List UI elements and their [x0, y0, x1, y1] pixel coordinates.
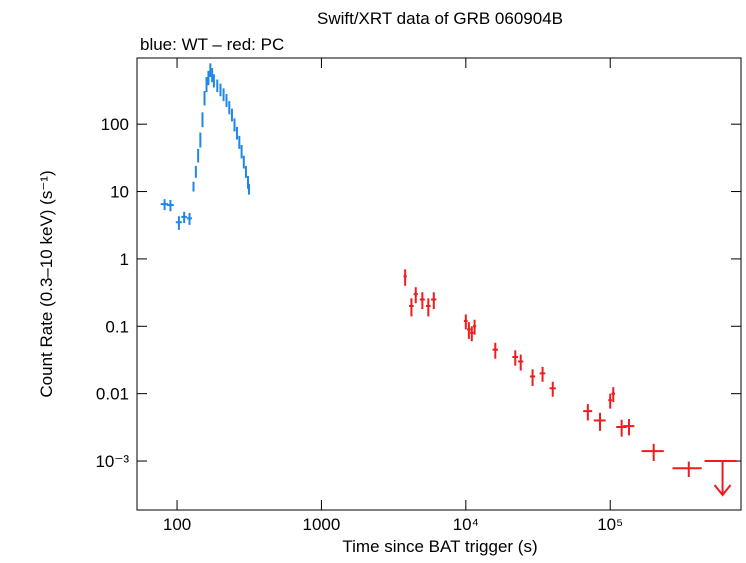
- y-tick-label: 10⁻³: [95, 452, 129, 471]
- x-tick-label: 10⁴: [453, 515, 479, 534]
- plot-frame: [136, 57, 742, 511]
- x-tick-label: 100: [163, 515, 191, 534]
- y-tick-label: 10: [110, 183, 129, 202]
- y-tick-label: 0.01: [96, 385, 129, 404]
- y-tick-label: 1: [120, 250, 129, 269]
- y-tick-label: 0.1: [105, 317, 129, 336]
- y-tick-label: 100: [101, 115, 129, 134]
- x-tick-label: 10⁵: [597, 515, 623, 534]
- y-axis-label: Count Rate (0.3–10 keV) (s⁻¹): [37, 170, 56, 397]
- upper-limit-arrow: [713, 461, 732, 497]
- x-tick-label: 1000: [303, 515, 341, 534]
- x-axis-label: Time since BAT trigger (s): [342, 537, 537, 556]
- chart-subtitle: blue: WT – red: PC: [140, 35, 284, 54]
- chart-title: Swift/XRT data of GRB 060904B: [317, 9, 563, 28]
